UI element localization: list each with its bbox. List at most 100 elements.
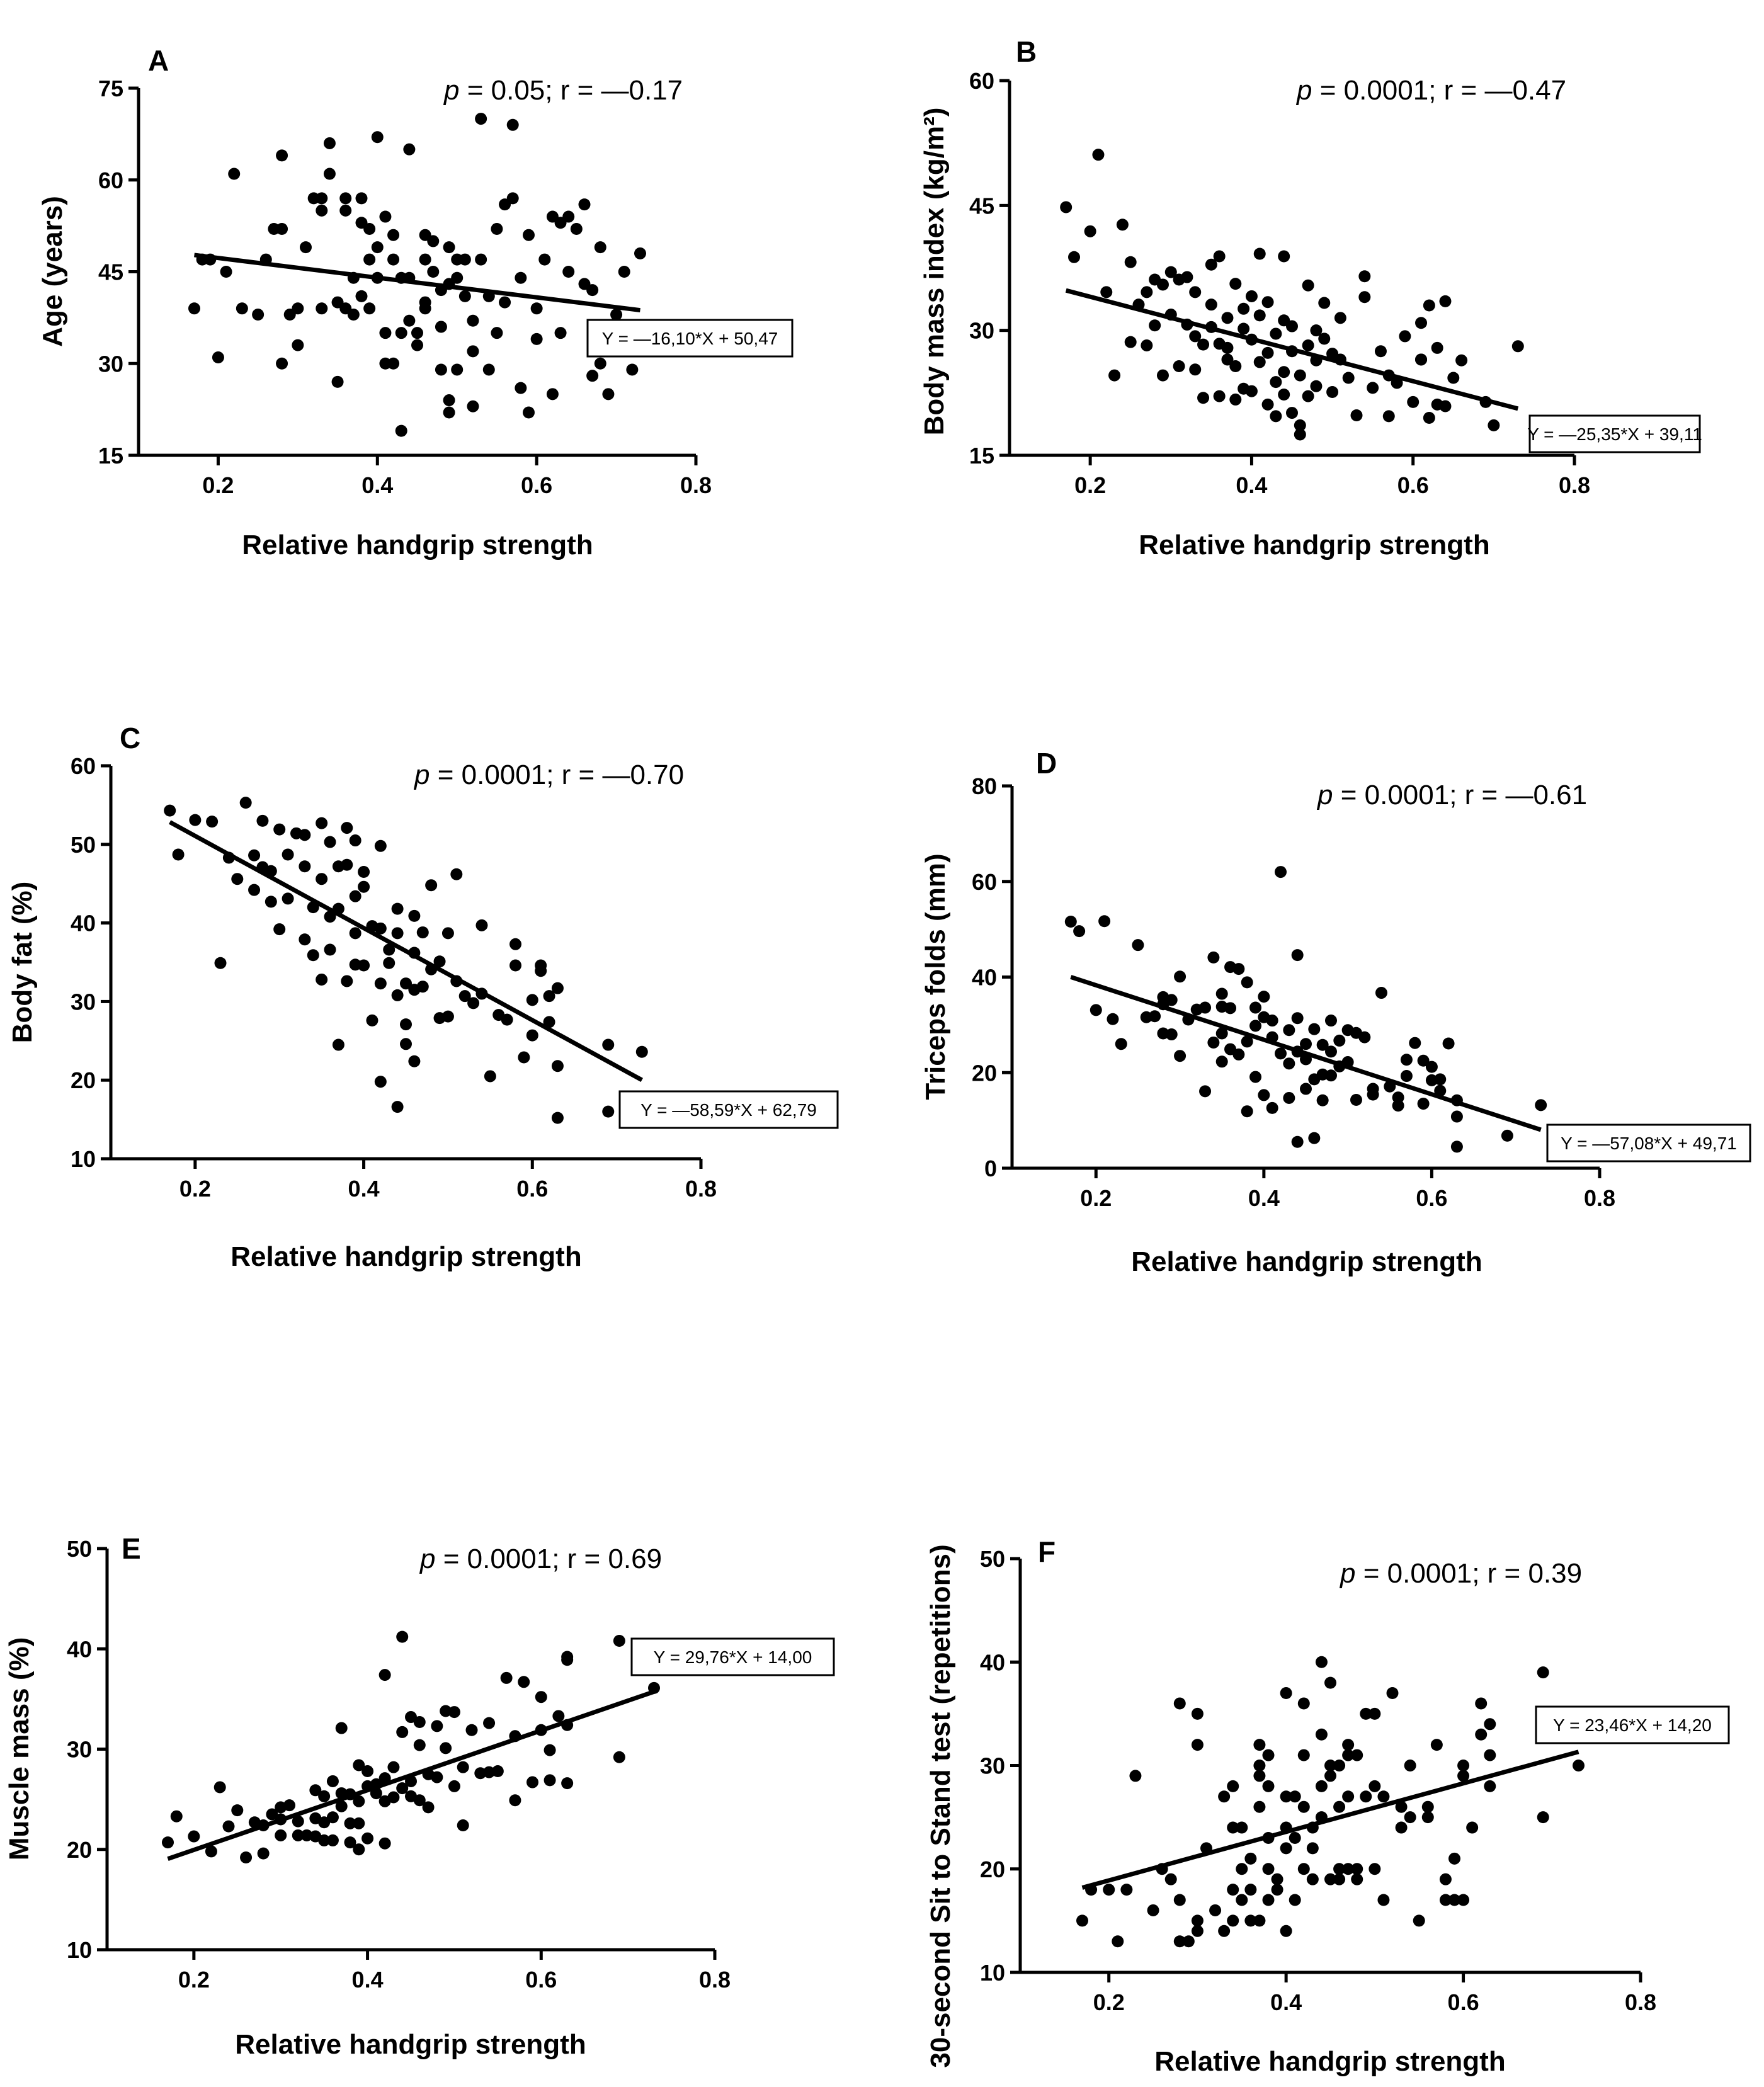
data-point <box>1064 915 1077 928</box>
data-point <box>413 1716 426 1729</box>
stats-annotation: p = 0.0001; r = —0.70 <box>413 759 684 790</box>
data-point <box>1156 278 1169 291</box>
data-point <box>602 1105 615 1118</box>
data-point <box>1207 1036 1220 1049</box>
data-point <box>416 926 429 939</box>
y-tick-label: 80 <box>972 773 997 799</box>
data-point <box>188 1830 200 1843</box>
y-axis-title: Body mass index (kg/m²) <box>919 108 950 436</box>
data-point <box>189 814 202 826</box>
data-point <box>1258 991 1270 1003</box>
data-point <box>396 1782 409 1795</box>
data-point <box>1261 296 1274 309</box>
data-point <box>387 253 400 266</box>
data-point <box>1270 327 1282 340</box>
data-point <box>458 990 471 1003</box>
data-point <box>1350 1093 1362 1106</box>
data-point <box>1149 319 1161 332</box>
data-point <box>1333 1760 1346 1771</box>
data-point <box>1395 1800 1408 1813</box>
data-point <box>491 1765 504 1778</box>
x-axis-title: Relative handgrip strength <box>1131 1246 1482 1277</box>
data-point <box>570 222 583 235</box>
data-point <box>282 892 294 905</box>
data-point <box>391 1101 404 1113</box>
data-point <box>1090 1004 1102 1016</box>
data-point <box>1229 393 1242 406</box>
data-point <box>1129 1770 1142 1782</box>
data-point <box>562 210 575 223</box>
data-point <box>635 1045 648 1058</box>
stats-annotation: p = 0.0001; r = 0.69 <box>419 1544 662 1574</box>
data-point <box>509 959 522 972</box>
data-point <box>231 1804 244 1817</box>
data-point <box>457 1819 469 1832</box>
data-point <box>1092 149 1105 161</box>
data-point <box>1262 1863 1275 1875</box>
data-point <box>283 1799 295 1812</box>
data-point <box>170 1810 183 1823</box>
y-tick-label: 10 <box>67 1937 92 1963</box>
data-point <box>594 357 606 370</box>
y-tick-label: 40 <box>71 911 96 936</box>
data-point <box>331 375 344 388</box>
x-axis-title: Relative handgrip strength <box>1154 2046 1505 2077</box>
data-point <box>316 873 328 885</box>
data-point <box>1229 360 1242 373</box>
data-point <box>379 327 392 339</box>
data-point <box>256 814 269 827</box>
y-tick-label: 30 <box>98 351 123 377</box>
data-point <box>422 1801 435 1814</box>
data-point <box>475 253 487 266</box>
data-point <box>1141 339 1153 351</box>
y-tick-label: 60 <box>972 869 997 895</box>
data-point <box>1253 309 1266 322</box>
data-point <box>416 981 429 993</box>
data-point <box>1215 987 1228 1000</box>
data-point <box>543 990 555 1003</box>
data-point <box>1270 376 1282 389</box>
x-axis-title: Relative handgrip strength <box>1139 530 1489 560</box>
data-point <box>1415 317 1428 329</box>
data-point <box>1294 369 1306 382</box>
data-point <box>1318 297 1331 309</box>
data-point <box>506 192 519 205</box>
data-point <box>371 241 384 254</box>
data-point <box>1324 1770 1336 1782</box>
data-point <box>543 1016 555 1028</box>
data-point <box>1447 372 1460 384</box>
data-point <box>1302 390 1314 402</box>
data-point <box>491 327 503 339</box>
data-point <box>318 1790 331 1802</box>
data-point <box>1221 312 1234 324</box>
equation-box <box>586 319 794 358</box>
data-point <box>162 1836 174 1849</box>
data-point <box>413 1794 426 1807</box>
data-point <box>626 363 639 376</box>
data-point <box>276 222 288 235</box>
data-point <box>1197 392 1210 404</box>
data-point <box>383 957 395 969</box>
y-tick-label: 60 <box>969 68 994 94</box>
x-tick-label: 0.8 <box>1584 1185 1615 1211</box>
x-tick-label: 0.6 <box>525 1967 557 1993</box>
data-point <box>335 1722 348 1734</box>
data-point <box>366 1014 378 1026</box>
data-point <box>535 1691 547 1703</box>
data-point <box>400 1038 412 1050</box>
data-point <box>450 868 463 880</box>
x-tick-label: 0.4 <box>361 472 393 498</box>
equation-box <box>1535 1705 1730 1744</box>
data-point <box>344 1817 356 1829</box>
data-point <box>515 271 527 284</box>
data-point <box>551 1060 564 1072</box>
data-point <box>530 302 543 315</box>
data-point <box>1275 1047 1287 1060</box>
x-axis-title: Relative handgrip strength <box>235 2029 586 2060</box>
data-point <box>391 989 404 1001</box>
data-point <box>266 1808 278 1821</box>
data-point <box>408 1055 421 1067</box>
data-point <box>1573 1760 1585 1771</box>
data-point <box>1484 1780 1496 1792</box>
data-point <box>339 204 352 217</box>
